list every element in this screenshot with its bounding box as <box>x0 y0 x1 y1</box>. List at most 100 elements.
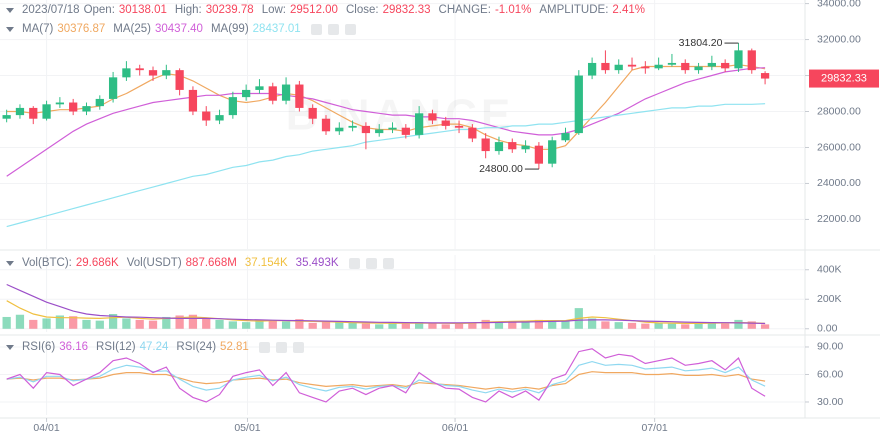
volume-bar <box>308 322 317 329</box>
legend-value: 36.16 <box>59 341 89 353</box>
candle-body <box>521 145 530 150</box>
candle-body <box>255 86 264 90</box>
value: 30239.78 <box>205 4 254 16</box>
y-tick-label: 400K <box>817 264 842 276</box>
candle-body <box>295 84 304 108</box>
candle-body <box>654 64 663 69</box>
volume-bar <box>268 320 277 329</box>
label: Close: <box>345 4 379 16</box>
volume-bar <box>95 320 104 329</box>
candle-body <box>95 98 104 107</box>
line <box>6 300 766 325</box>
volume-bar <box>760 324 770 329</box>
candle-body <box>641 66 650 69</box>
candle-body <box>721 62 730 69</box>
y-tick-label: 26000.00 <box>817 141 861 153</box>
volume-bar <box>82 319 91 329</box>
volume-bar <box>202 318 211 329</box>
collapse-icon[interactable] <box>6 7 14 13</box>
legend-icon[interactable] <box>310 23 322 35</box>
collapse-icon[interactable] <box>6 344 14 350</box>
legend-icon[interactable] <box>365 257 377 269</box>
volume-bar <box>601 321 610 329</box>
volume-bar <box>175 315 184 329</box>
volume-legend: Vol(BTC): 29.686K Vol(USDT) 887.668M 37.154K… <box>6 257 394 269</box>
candle-body <box>401 127 410 135</box>
legend-icon[interactable] <box>292 341 304 353</box>
ma-legend: MA(7) 30376.87 MA(25) 30437.40 MA(99) 28437.0… <box>6 23 356 35</box>
candle-body <box>42 104 51 119</box>
candle-body <box>108 77 118 99</box>
y-tick-label: 30.00 <box>817 396 843 408</box>
candle-body <box>361 125 371 134</box>
volume-bar <box>228 321 237 329</box>
volume-bar <box>388 322 397 329</box>
candle-body <box>308 107 317 119</box>
volume-bar <box>454 323 464 329</box>
label: Open: <box>83 4 115 16</box>
line <box>6 64 766 150</box>
volume-bar <box>627 322 637 329</box>
legend-icon[interactable] <box>382 257 394 269</box>
y-tick-label: 200K <box>817 293 842 305</box>
volume-bar <box>42 318 51 329</box>
candle-body <box>135 68 144 71</box>
x-tick-label: 05/01 <box>234 422 260 434</box>
candle-body <box>694 66 703 71</box>
legend-icon[interactable] <box>327 23 339 35</box>
legend-icon[interactable] <box>348 257 360 269</box>
volume-bar <box>415 322 424 329</box>
candle-body <box>388 127 397 130</box>
candle-body <box>707 62 716 67</box>
volume-bar <box>561 320 570 329</box>
value: 2.41% <box>612 4 645 16</box>
volume-bar <box>15 314 25 329</box>
candle-body <box>454 125 464 128</box>
candle-body <box>574 75 583 134</box>
volume-bar <box>135 319 144 329</box>
legend-icon[interactable] <box>275 341 287 353</box>
volume-bar <box>401 323 410 329</box>
y-tick-label: 24000.00 <box>817 177 861 189</box>
volume-bar <box>321 321 331 329</box>
label: Low: <box>261 4 286 16</box>
last-price-box <box>809 69 879 88</box>
line <box>6 283 766 325</box>
candle-body <box>747 50 756 71</box>
candle-body <box>148 70 158 76</box>
volume-bar <box>295 319 304 329</box>
volume-bar <box>242 322 251 329</box>
x-tick-label: 04/01 <box>33 422 59 434</box>
line <box>6 67 766 177</box>
legend-icon[interactable] <box>344 23 356 35</box>
volume-bar <box>122 318 131 329</box>
volume-bar <box>654 322 663 329</box>
legend-icon[interactable] <box>258 341 270 353</box>
candle-body <box>55 102 65 105</box>
candle-body <box>82 106 91 112</box>
volume-bar <box>69 316 78 329</box>
candle-body <box>614 64 623 71</box>
volume-bar <box>361 323 371 329</box>
candle-body <box>2 115 11 119</box>
collapse-icon[interactable] <box>6 26 14 32</box>
legend-label: MA(25) <box>113 23 151 35</box>
candle-body <box>335 127 344 132</box>
legend-label: RSI(6) <box>22 341 56 353</box>
candle-body <box>215 115 224 121</box>
candle-body <box>242 89 251 98</box>
volume-bar <box>255 319 264 329</box>
value: 29512.00 <box>289 4 338 16</box>
legend-label: RSI(24) <box>176 341 217 353</box>
volume-bar <box>521 320 530 329</box>
volume-bar <box>481 319 490 329</box>
candle-body <box>441 120 450 126</box>
candle-body <box>734 50 743 69</box>
value: 29832.33 <box>382 4 431 16</box>
collapse-icon[interactable] <box>6 260 14 266</box>
line <box>6 348 766 403</box>
volume-bar <box>747 321 756 329</box>
x-tick-label: 07/01 <box>642 422 668 434</box>
rsi-legend: RSI(6) 36.16 RSI(12) 47.24 RSI(24) 52.81 <box>6 341 304 353</box>
